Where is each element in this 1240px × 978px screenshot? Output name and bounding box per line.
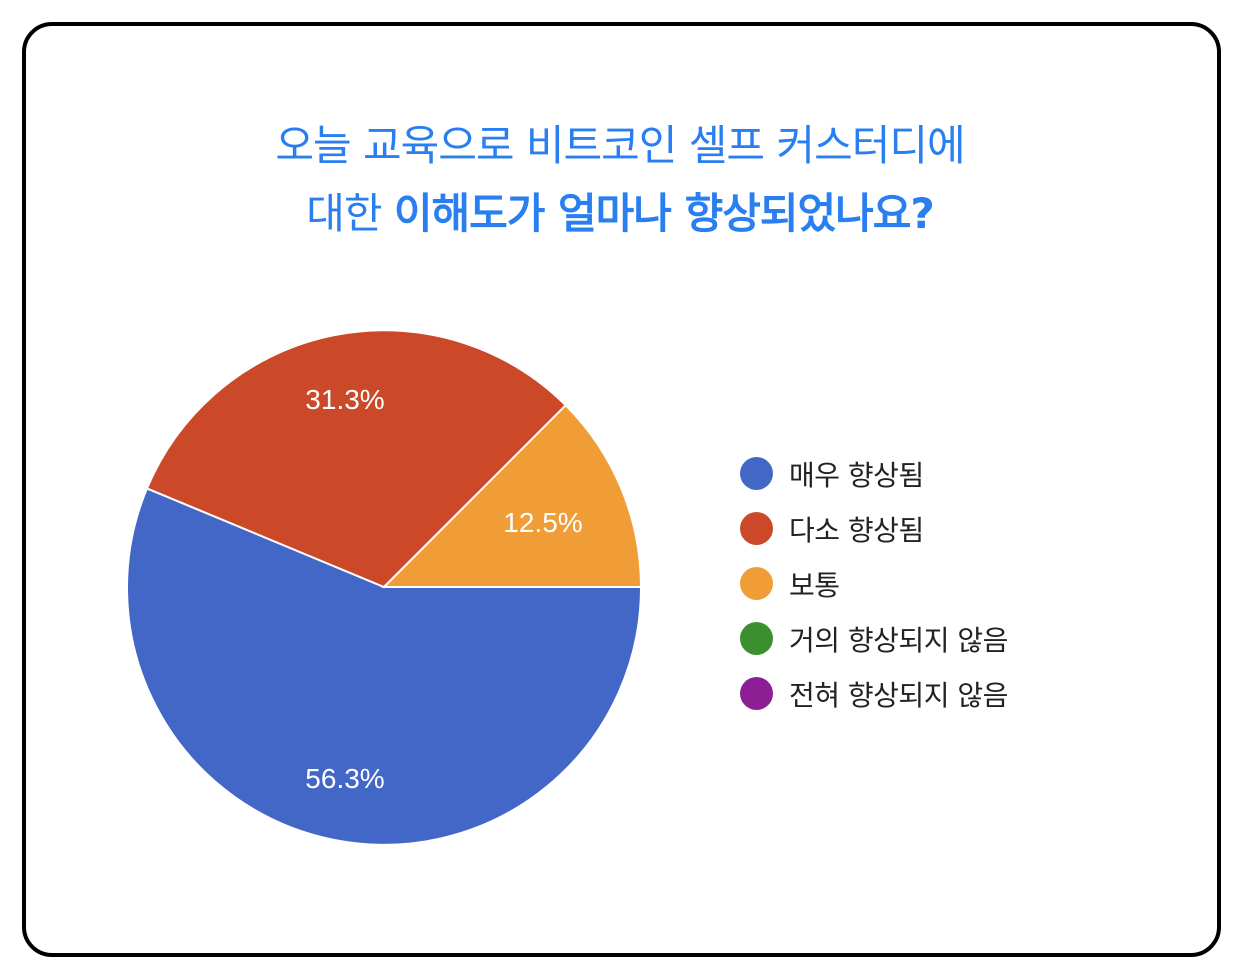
legend-item-somewhat-improved[interactable]: 다소 향상됨 bbox=[740, 501, 1008, 556]
legend-label: 매우 향상됨 bbox=[789, 458, 924, 492]
legend-label: 거의 향상되지 않음 bbox=[789, 623, 1008, 657]
slice-label-very: 56.3% bbox=[305, 763, 384, 794]
chart-title: 오늘 교육으로 비트코인 셀프 커스터디에 대한 이해도가 얼마나 향상되었나요… bbox=[0, 112, 1240, 248]
title-line-2-bold: 이해도가 얼마나 향상되었나요? bbox=[393, 189, 935, 238]
legend-dot-icon bbox=[740, 512, 773, 545]
legend-label: 다소 향상됨 bbox=[789, 513, 924, 547]
legend-label: 전혀 향상되지 않음 bbox=[789, 678, 1008, 712]
slice-normal[interactable] bbox=[381, 403, 643, 588]
title-line-2-regular: 대한 bbox=[306, 189, 394, 238]
legend-item-barely-improved[interactable]: 거의 향상되지 않음 bbox=[740, 611, 1008, 666]
legend-label: 보통 bbox=[789, 568, 840, 602]
legend-item-normal[interactable]: 보통 bbox=[740, 556, 1008, 611]
slice-very-improved[interactable] bbox=[126, 487, 643, 846]
legend-item-not-improved[interactable]: 전혀 향상되지 않음 bbox=[740, 666, 1008, 721]
slice-label-some: 31.3% bbox=[305, 384, 384, 415]
pie-chart: 56.3% 31.3% 12.5% bbox=[126, 329, 643, 846]
slice-somewhat-improved[interactable] bbox=[145, 329, 568, 589]
title-line-1: 오늘 교육으로 비트코인 셀프 커스터디에 bbox=[275, 121, 965, 170]
legend-dot-icon bbox=[740, 567, 773, 600]
title-line-2: 대한 이해도가 얼마나 향상되었나요? bbox=[0, 180, 1240, 248]
legend-dot-icon bbox=[740, 677, 773, 710]
legend-dot-icon bbox=[740, 622, 773, 655]
legend-item-very-improved[interactable]: 매우 향상됨 bbox=[740, 446, 1008, 501]
legend: 매우 향상됨 다소 향상됨 보통 거의 향상되지 않음 전혀 향상되지 않음 bbox=[740, 446, 1008, 721]
legend-dot-icon bbox=[740, 457, 773, 490]
slice-label-normal: 12.5% bbox=[503, 507, 582, 538]
